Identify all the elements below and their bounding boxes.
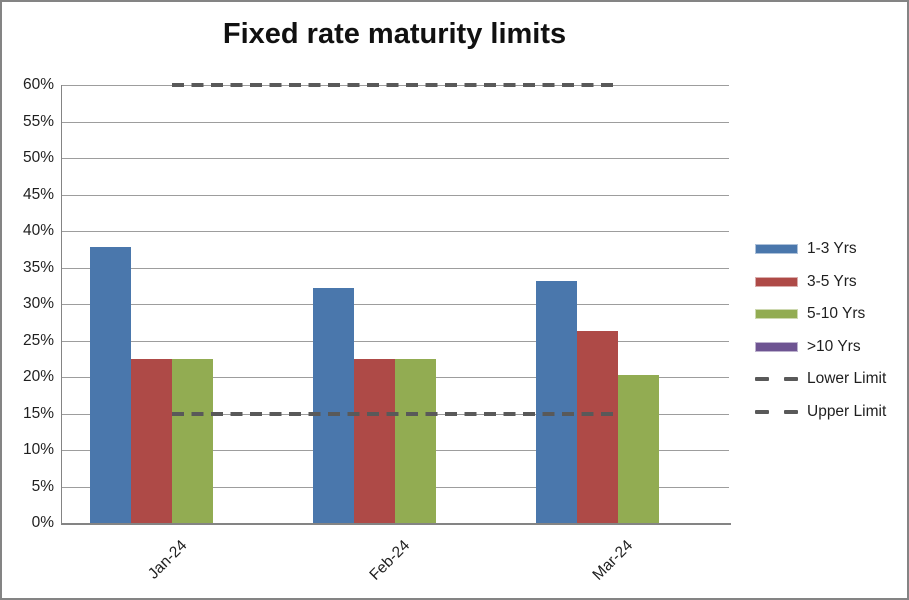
bar-5-10-yrs-jan-24 (172, 359, 214, 523)
legend-item-upper-limit: Upper Limit (755, 396, 905, 428)
gridline-50pct (61, 158, 729, 159)
bar-3-5-yrs-mar-24 (576, 331, 618, 523)
ytick-label-10pct: 10% (22, 441, 54, 458)
legend-item-1-3-yrs: 1-3 Yrs (755, 233, 905, 265)
legend-item-5-10-yrs: 5-10 Yrs (755, 298, 905, 330)
legend-dash-marker-lower-limit (755, 377, 798, 381)
bar-3-5-yrs-feb-24 (354, 359, 395, 523)
upper-limit-line (172, 83, 616, 87)
legend-swatch-1-3-yrs (755, 244, 798, 254)
ytick-label-50pct: 50% (22, 149, 54, 166)
y-axis-line (61, 85, 62, 523)
ytick-label-0pct: 0% (31, 514, 54, 531)
ytick-label-35pct: 35% (22, 259, 54, 276)
bar-1-3-yrs-mar-24 (535, 281, 577, 523)
legend-label-upper-limit: Upper Limit (807, 402, 887, 420)
chart-title: Fixed rate maturity limits (222, 18, 567, 50)
legend-label-3-5-yrs: 3-5 Yrs (807, 272, 857, 290)
legend-label-lower-limit: Lower Limit (807, 370, 887, 387)
bar-3-5-yrs-jan-24 (131, 359, 173, 523)
legend-label-5-10-yrs: 5-10 Yrs (807, 305, 866, 322)
xtick-label-feb-24: Feb-24 (366, 537, 414, 584)
xtick-label-jan-24: Jan-24 (144, 537, 191, 583)
gridline-45pct (61, 195, 729, 196)
gridline-55pct (61, 122, 729, 123)
gridline-25pct (61, 341, 729, 342)
bar-5-10-yrs-mar-24 (617, 375, 659, 523)
gridline-40pct (61, 231, 729, 232)
ytick-label-20pct: 20% (22, 368, 54, 385)
ytick-label-15pct: 15% (22, 405, 54, 422)
legend-swatch-3-5-yrs (755, 276, 798, 287)
legend-dash-marker-upper-limit (755, 409, 798, 414)
ytick-label-25pct: 25% (22, 332, 54, 349)
legend-swatch-10-yrs (755, 341, 798, 352)
bar-1-3-yrs-jan-24 (90, 247, 132, 523)
bar-5-10-yrs-feb-24 (395, 359, 436, 523)
gridline-30pct (61, 304, 729, 305)
ytick-label-60pct: 60% (22, 76, 54, 93)
legend-item-10-yrs: >10 Yrs (755, 331, 905, 363)
legend-label-10-yrs: >10 Yrs (807, 337, 861, 355)
x-axis-line (61, 523, 731, 525)
legend-swatch-5-10-yrs (755, 309, 798, 319)
legend-item-lower-limit: Lower Limit (755, 363, 905, 395)
ytick-label-40pct: 40% (22, 222, 54, 239)
gridline-35pct (61, 268, 729, 269)
ytick-label-45pct: 45% (22, 186, 54, 203)
xtick-label-mar-24: Mar-24 (588, 537, 636, 584)
legend-item-3-5-yrs: 3-5 Yrs (755, 266, 905, 298)
ytick-label-5pct: 5% (31, 478, 54, 495)
ytick-label-30pct: 30% (22, 295, 54, 312)
legend-label-1-3-yrs: 1-3 Yrs (807, 240, 857, 257)
ytick-label-55pct: 55% (22, 113, 54, 130)
bar-1-3-yrs-feb-24 (313, 288, 354, 523)
lower-limit-line (172, 412, 616, 416)
